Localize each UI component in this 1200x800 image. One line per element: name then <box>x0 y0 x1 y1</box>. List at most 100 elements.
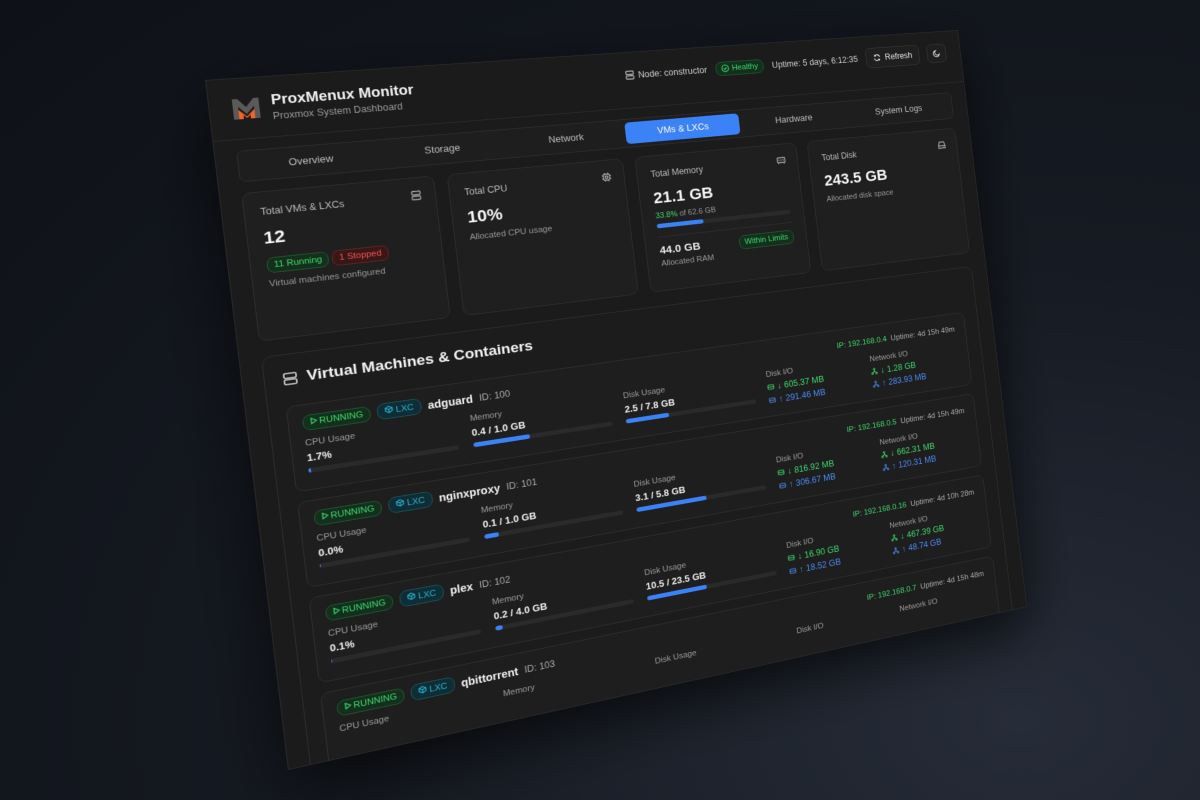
running-count-badge: 11 Running <box>265 251 330 274</box>
vm-uptime: Uptime: 4d 15h 48m <box>919 569 985 591</box>
tab-hardware[interactable]: Hardware <box>774 112 813 126</box>
disk-io-metric: Disk I/O ↓ 605.37 MB ↑ 291.46 MB <box>765 357 861 405</box>
vm-uptime: Uptime: 4d 10h 28m <box>909 487 975 508</box>
arrow-down-icon: ↓ <box>899 531 905 542</box>
node-name: Node: constructor <box>637 64 708 80</box>
container-icon <box>418 685 427 694</box>
cpu-icon <box>601 172 613 183</box>
network-icon <box>891 534 898 542</box>
vm-uptime: Uptime: 4d 15h 49m <box>900 406 965 426</box>
header: ProxMenux Monitor Proxmox System Dashboa… <box>205 30 965 142</box>
cpu-bar-fill <box>331 658 333 664</box>
hard-drive-icon <box>777 468 785 476</box>
vm-id: ID: 101 <box>505 476 538 492</box>
stat-label: Total Memory <box>650 164 704 180</box>
memory-status-badge: Within Limits <box>738 229 795 250</box>
type-text: LXC <box>406 495 426 508</box>
status-text: RUNNING <box>330 503 375 521</box>
cpu-bar-fill <box>308 467 312 473</box>
network-icon <box>892 546 899 554</box>
vm-name[interactable]: plex <box>449 579 474 597</box>
arrow-up-icon: ↑ <box>881 377 887 388</box>
vms-containers-panel: Virtual Machines & Containers RUNNING LXC… <box>260 266 1016 770</box>
tab-overview[interactable]: Overview <box>287 153 335 168</box>
network-icon <box>871 367 878 375</box>
tab-network[interactable]: Network <box>547 131 585 146</box>
status-badge: RUNNING <box>313 499 383 526</box>
type-text: LXC <box>417 588 437 602</box>
status-text: RUNNING <box>352 691 398 710</box>
network-in: 1.28 GB <box>886 360 917 375</box>
memory-total: of 62.6 GB <box>676 205 717 219</box>
refresh-icon <box>873 53 882 62</box>
arrow-up-icon: ↑ <box>788 478 794 490</box>
container-icon <box>396 498 405 507</box>
arrow-up-icon: ↑ <box>778 393 784 405</box>
hard-drive-icon <box>937 140 947 150</box>
vm-name[interactable]: qbittorrent <box>460 664 519 689</box>
vm-id: ID: 100 <box>478 387 511 403</box>
network-icon <box>882 463 889 471</box>
disk-bar-fill <box>625 412 669 424</box>
arrow-down-icon: ↓ <box>879 365 885 376</box>
arrow-down-icon: ↓ <box>786 465 793 477</box>
stopped-count-badge: 1 Stopped <box>331 244 390 267</box>
status-text: RUNNING <box>341 597 387 616</box>
server-icon <box>410 190 423 202</box>
theme-toggle-button[interactable] <box>925 43 948 64</box>
moon-icon <box>932 49 941 57</box>
tab-storage[interactable]: Storage <box>423 142 461 156</box>
stat-card-total-vms: Total VMs & LXCs 12 11 Running 1 Stopped… <box>241 175 451 342</box>
stat-card-total-disk: Total Disk 243.5 GB Allocated disk space <box>806 127 971 272</box>
hard-drive-icon <box>767 383 775 391</box>
vm-ip: IP: 192.168.0.4 <box>836 334 888 351</box>
tab-vms-lxcs[interactable]: VMs & LXCs <box>624 113 741 145</box>
network-out: 48.74 GB <box>907 536 942 553</box>
cpu-bar-fill <box>319 563 322 569</box>
play-icon <box>310 416 318 424</box>
memory-icon <box>776 155 787 166</box>
status-text: RUNNING <box>318 409 364 426</box>
disk-write: 291.46 MB <box>785 387 827 403</box>
check-circle-icon <box>721 64 730 72</box>
arrow-down-icon: ↓ <box>776 380 782 391</box>
tab-system-logs[interactable]: System Logs <box>874 103 923 117</box>
stat-label: Total Disk <box>821 149 858 163</box>
vm-ip: IP: 192.168.0.7 <box>866 583 917 602</box>
memory-percent: 33.8% <box>655 209 679 221</box>
dashboard-window: ProxMenux Monitor Proxmox System Dashboa… <box>205 30 1027 770</box>
type-badge: LXC <box>387 490 434 514</box>
hard-drive-icon <box>789 567 797 575</box>
type-text: LXC <box>429 681 448 695</box>
memory-bar-fill <box>494 624 503 631</box>
memory-bar-fill <box>483 532 499 540</box>
refresh-button[interactable]: Refresh <box>864 44 921 69</box>
arrow-down-icon: ↓ <box>889 448 895 459</box>
vm-name[interactable]: nginxproxy <box>438 481 501 504</box>
node-indicator: Node: constructor <box>625 65 708 81</box>
arrow-down-icon: ↓ <box>796 550 803 562</box>
type-badge: LXC <box>399 583 445 608</box>
disk-write: 18.52 GB <box>805 556 842 574</box>
health-text: Healthy <box>731 61 759 72</box>
arrow-up-icon: ↑ <box>891 460 897 471</box>
system-uptime: Uptime: 5 days, 6:12:35 <box>771 54 859 70</box>
network-icon <box>881 451 888 459</box>
vm-ip: IP: 192.168.0.16 <box>852 500 907 519</box>
server-icon <box>282 371 299 387</box>
network-io-metric: Network I/O ↓ 1.28 GB ↑ 283.93 MB <box>869 343 960 390</box>
network-out: 283.93 MB <box>887 371 927 387</box>
vm-name[interactable]: adguard <box>427 392 474 411</box>
proxmenux-logo <box>231 97 261 120</box>
vm-uptime: Uptime: 4d 15h 49m <box>890 325 956 343</box>
server-icon <box>625 70 635 80</box>
play-icon <box>344 701 352 709</box>
stat-card-total-cpu: Total CPU 10% Allocated CPU usage <box>446 158 639 317</box>
vm-id: ID: 103 <box>523 657 556 675</box>
disk-io-metric: Disk I/O ↓ 16.90 GB ↑ 18.52 GB <box>786 524 881 576</box>
refresh-label: Refresh <box>884 50 913 62</box>
hard-drive-icon <box>769 396 777 404</box>
type-text: LXC <box>395 402 415 415</box>
type-badge: LXC <box>410 676 456 702</box>
play-icon <box>333 606 341 614</box>
